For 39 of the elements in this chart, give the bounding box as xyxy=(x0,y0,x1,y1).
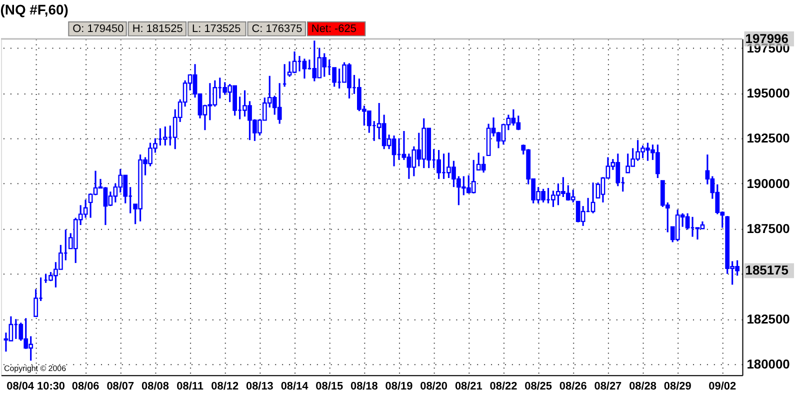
y-tick-label: 192500 xyxy=(746,130,790,146)
text: 185175 xyxy=(745,262,788,278)
x-tick-label: 08/28 xyxy=(629,380,656,393)
y-tick-label: 182500 xyxy=(746,312,790,327)
text: C: 176375 xyxy=(252,22,302,35)
y-tick-label: 180000 xyxy=(746,356,790,372)
x-tick-label: 08/19 xyxy=(385,380,413,393)
candlestick xyxy=(332,66,337,88)
candlestick xyxy=(302,58,307,80)
x-tick-label: 08/22 xyxy=(490,380,518,393)
y-tick-label: 195000 xyxy=(746,86,790,101)
x-tick-label: 08/08 xyxy=(142,380,169,393)
y-tick-label: 187500 xyxy=(746,221,790,236)
candlestick xyxy=(162,126,168,146)
x-tick-label: 08/29 xyxy=(664,380,692,393)
x-tick-label: 08/27 xyxy=(594,380,622,393)
x-tick-label: 08/20 xyxy=(420,380,448,393)
candlestick xyxy=(34,288,38,318)
text: H: 181525 xyxy=(132,22,183,35)
x-tick-label: 08/14 xyxy=(280,380,310,393)
x-tick-label: 08/12 xyxy=(211,380,239,393)
x-tick-label: 08/21 xyxy=(454,380,482,393)
x-tick-label: 08/15 xyxy=(316,380,344,393)
x-tick-label: 08/07 xyxy=(106,380,134,393)
x-tick-label: 09/02 xyxy=(708,380,736,393)
y-tick-label: 190000 xyxy=(746,176,790,191)
x-tick-label: 08/25 xyxy=(524,380,552,393)
x-tick-label: 08/06 xyxy=(72,380,100,393)
x-tick-label: 08/26 xyxy=(559,380,587,393)
chart-title: (NQ #F,60) xyxy=(0,1,68,18)
text: O: 179450 xyxy=(72,22,124,35)
x-tick-label: 08/11 xyxy=(176,380,204,393)
text: Net: -625 xyxy=(311,22,356,35)
candlestick xyxy=(590,182,596,214)
x-tick-label: 08/18 xyxy=(350,380,378,393)
text: L: 173525 xyxy=(192,22,241,35)
annotation: Copyright © 2006 xyxy=(4,364,67,374)
x-tick-label: 08/13 xyxy=(246,380,274,393)
x-tick-label: 08/04 10:30 xyxy=(6,380,66,393)
